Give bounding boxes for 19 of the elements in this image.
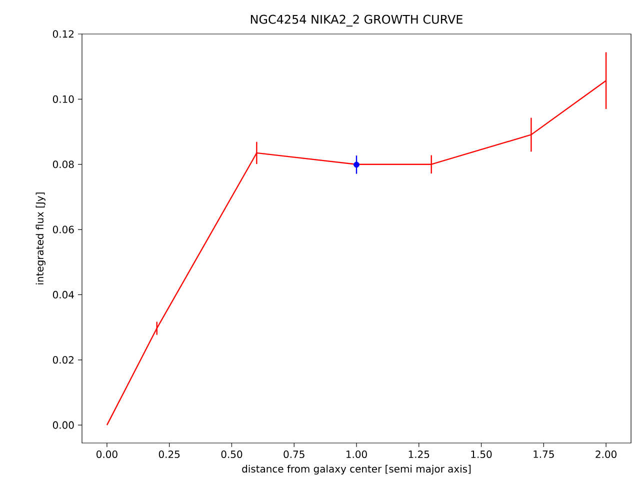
y-tick-label: 0.02 [52, 356, 74, 364]
x-tick-label: 0.25 [158, 450, 180, 458]
x-tick-label: 1.50 [471, 450, 492, 458]
x-tick-label: 2.00 [596, 450, 616, 458]
x-axis-title: distance from galaxy center [semi major axis] [242, 464, 471, 475]
x-tick-label: 1.00 [346, 450, 367, 458]
y-tick-label: 0.00 [52, 421, 74, 429]
y-tick-label: 0.12 [52, 30, 74, 38]
y-tick-label: 0.04 [52, 290, 74, 298]
x-tick-label: 1.75 [534, 450, 554, 458]
x-tick-label: 0.75 [284, 450, 304, 458]
y-axis-title: integrated flux [Jy] [36, 192, 46, 284]
y-tick-label: 0.10 [52, 95, 74, 103]
chart-title: NGC4254 NIKA2_2 GROWTH CURVE [250, 14, 462, 26]
y-tick-label: 0.08 [52, 160, 74, 168]
x-tick-label: 0.00 [96, 450, 118, 458]
x-tick-label: 0.50 [221, 450, 242, 458]
x-tick-label: 1.25 [408, 450, 430, 458]
y-tick-label: 0.06 [52, 226, 74, 234]
